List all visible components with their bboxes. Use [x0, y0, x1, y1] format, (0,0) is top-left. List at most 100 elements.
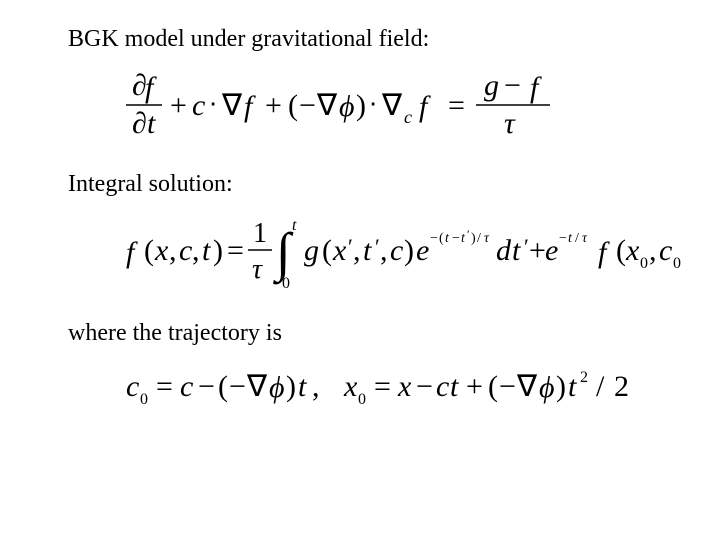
svg-text:∇: ∇ — [381, 89, 403, 122]
svg-text:0: 0 — [358, 391, 366, 408]
svg-text:τ: τ — [582, 231, 588, 246]
svg-text:): ) — [471, 231, 476, 246]
svg-text:=: = — [448, 89, 465, 122]
svg-text:c: c — [180, 370, 193, 403]
svg-text:+: + — [466, 370, 483, 403]
svg-text:(: ( — [439, 231, 444, 246]
svg-text:−: − — [229, 370, 246, 403]
svg-text:+: + — [170, 89, 187, 122]
svg-text:c: c — [436, 370, 449, 403]
svg-text:f: f — [419, 90, 431, 123]
svg-text:x: x — [332, 234, 347, 267]
svg-text:t: t — [461, 231, 466, 246]
svg-text:t: t — [363, 234, 372, 267]
svg-text:τ: τ — [504, 107, 516, 140]
svg-text:2: 2 — [580, 369, 588, 386]
svg-text:e: e — [545, 234, 558, 267]
svg-text:c: c — [126, 370, 139, 403]
svg-text:,: , — [192, 234, 200, 267]
svg-text:2: 2 — [614, 370, 629, 403]
svg-text:−: − — [198, 370, 215, 403]
svg-text:=: = — [227, 234, 244, 267]
svg-text:(: ( — [322, 234, 332, 267]
svg-text:c: c — [192, 89, 205, 122]
svg-text:f: f — [244, 90, 256, 123]
svg-text:ϕ: ϕ — [339, 90, 355, 123]
svg-text:−: − — [299, 89, 316, 122]
slide-page: BGK model under gravitational field: ∂ f… — [0, 0, 720, 410]
svg-text:1: 1 — [253, 218, 267, 249]
svg-text:−: − — [416, 370, 433, 403]
svg-text:x: x — [154, 234, 169, 267]
svg-text:t: t — [298, 370, 307, 403]
svg-text:): ) — [286, 370, 296, 403]
svg-text:=: = — [374, 370, 391, 403]
svg-text:t: t — [445, 231, 450, 246]
svg-text:ϕ: ϕ — [269, 371, 285, 404]
svg-text:−: − — [430, 231, 438, 246]
svg-text:⋅: ⋅ — [209, 90, 217, 119]
svg-text:0: 0 — [140, 391, 148, 408]
svg-text:−: − — [504, 69, 521, 102]
svg-text:e: e — [416, 234, 429, 267]
svg-text:x: x — [343, 370, 358, 403]
svg-text:x: x — [625, 234, 640, 267]
svg-text:f: f — [598, 236, 610, 269]
svg-text:−: − — [499, 370, 516, 403]
svg-text:−: − — [452, 231, 460, 246]
svg-text:,: , — [169, 234, 177, 267]
text-line-1: BGK model under gravitational field: — [68, 24, 680, 55]
svg-text:,: , — [380, 234, 388, 267]
svg-text:c: c — [659, 234, 672, 267]
svg-text:f: f — [145, 71, 157, 104]
svg-text:t: t — [202, 234, 211, 267]
svg-text:x: x — [397, 370, 412, 403]
svg-text:∂: ∂ — [132, 107, 147, 140]
svg-text:0: 0 — [673, 255, 681, 272]
svg-text:,: , — [312, 370, 320, 403]
svg-text:−: − — [559, 231, 567, 246]
svg-text:c: c — [179, 234, 192, 267]
svg-text:): ) — [356, 89, 366, 122]
svg-text:′: ′ — [467, 227, 470, 241]
svg-text:(: ( — [144, 234, 154, 267]
svg-text:τ: τ — [252, 254, 263, 285]
svg-text:τ: τ — [484, 231, 490, 246]
svg-text:⋅: ⋅ — [369, 90, 377, 119]
svg-text:t: t — [450, 370, 459, 403]
svg-text:): ) — [213, 234, 223, 267]
svg-text:t: t — [292, 217, 297, 234]
svg-text:t: t — [512, 234, 521, 267]
svg-text:(: ( — [218, 370, 228, 403]
svg-text:t: t — [147, 107, 156, 140]
svg-text:ϕ: ϕ — [539, 371, 555, 404]
svg-text:f: f — [530, 71, 542, 104]
svg-text:(: ( — [488, 370, 498, 403]
svg-text:): ) — [556, 370, 566, 403]
svg-text:∇: ∇ — [516, 370, 538, 403]
svg-text:∇: ∇ — [221, 89, 243, 122]
svg-text:,: , — [649, 234, 657, 267]
equation-integral-solution: f ( x , c , t ) = 1 τ ∫ t 0 g ( x — [122, 214, 680, 292]
svg-text:g: g — [304, 234, 319, 267]
svg-text:c: c — [404, 107, 412, 127]
svg-text:): ) — [404, 234, 414, 267]
equation-trajectory: c 0 = c − ( − ∇ ϕ ) t , x 0 = x − c t + — [122, 364, 680, 410]
svg-text:t: t — [568, 231, 573, 246]
svg-text:/: / — [575, 231, 579, 246]
svg-text:(: ( — [288, 89, 298, 122]
svg-text:=: = — [156, 370, 173, 403]
svg-text:+: + — [529, 234, 546, 267]
svg-text:∇: ∇ — [316, 89, 338, 122]
svg-text:c: c — [390, 234, 403, 267]
equation-bgk-pde: ∂ f ∂ t + c ⋅ ∇ f + ( − ∇ ϕ ) ⋅ ∇ c — [122, 69, 680, 143]
svg-text:/: / — [477, 231, 481, 246]
svg-text:+: + — [265, 89, 282, 122]
svg-text:/: / — [596, 370, 605, 403]
text-line-3: where the trajectory is — [68, 318, 680, 349]
text-line-2: Integral solution: — [68, 169, 680, 200]
svg-text:∇: ∇ — [246, 370, 268, 403]
svg-text:d: d — [496, 234, 512, 267]
svg-text:g: g — [484, 69, 499, 102]
svg-text:f: f — [126, 236, 138, 269]
